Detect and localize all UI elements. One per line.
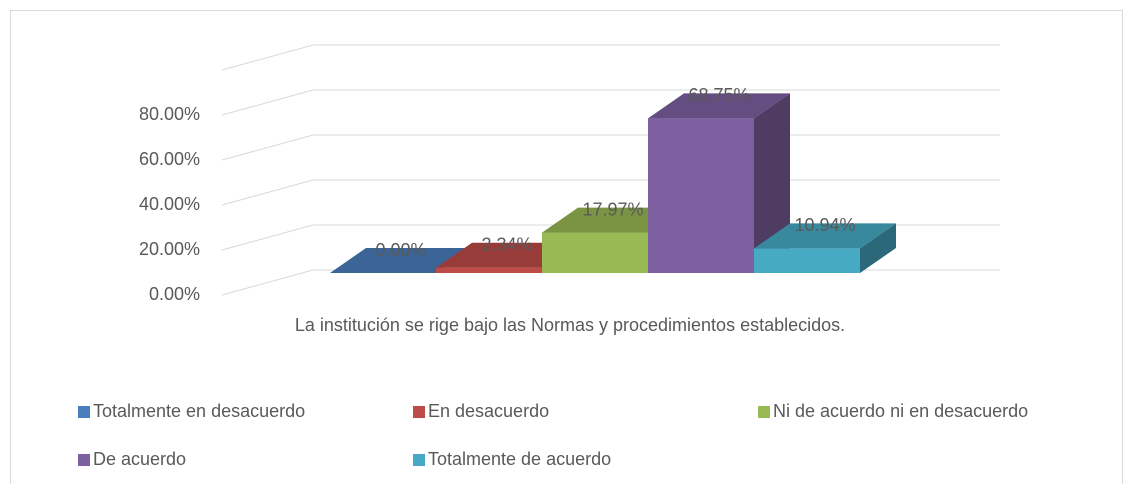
legend-label: De acuerdo xyxy=(93,449,186,469)
wall-frame xyxy=(221,44,314,71)
grid-line xyxy=(221,89,314,116)
bar xyxy=(754,248,860,273)
data-label: 0.00% xyxy=(375,240,426,260)
grid-line xyxy=(221,269,314,296)
y-tick-label: 40.00% xyxy=(139,194,200,214)
data-label: 17.97% xyxy=(582,199,643,219)
legend-label: Ni de acuerdo ni en desacuerdo xyxy=(773,401,1028,421)
bar-side xyxy=(860,223,896,273)
bar-top xyxy=(330,248,472,273)
legend-label: En desacuerdo xyxy=(428,401,549,421)
data-label: 68.75% xyxy=(688,85,749,105)
y-tick-label: 80.00% xyxy=(139,104,200,124)
chart-border xyxy=(10,10,1123,484)
bar-top xyxy=(754,223,896,249)
legend-label: Totalmente de acuerdo xyxy=(428,449,611,469)
y-tick-label: 0.00% xyxy=(149,284,200,304)
legend-swatch xyxy=(78,406,90,418)
bar xyxy=(436,267,542,273)
grid-line xyxy=(221,224,314,251)
category-label: La institución se rige bajo las Normas y… xyxy=(294,315,846,335)
bar xyxy=(648,118,754,273)
data-label: 10.94% xyxy=(794,215,855,235)
legend-swatch xyxy=(413,406,425,418)
data-label: 2.34% xyxy=(481,234,532,254)
legend-label: Totalmente en desacuerdo xyxy=(93,401,305,421)
bar xyxy=(542,232,648,273)
y-tick-label: 20.00% xyxy=(139,239,200,259)
grid-line xyxy=(221,179,314,206)
bar-top xyxy=(648,93,790,119)
grid-line xyxy=(221,134,314,161)
legend-swatch xyxy=(413,454,425,466)
legend-swatch xyxy=(78,454,90,466)
legend-swatch xyxy=(758,406,770,418)
y-tick-label: 60.00% xyxy=(139,149,200,169)
bar-side xyxy=(754,93,790,273)
